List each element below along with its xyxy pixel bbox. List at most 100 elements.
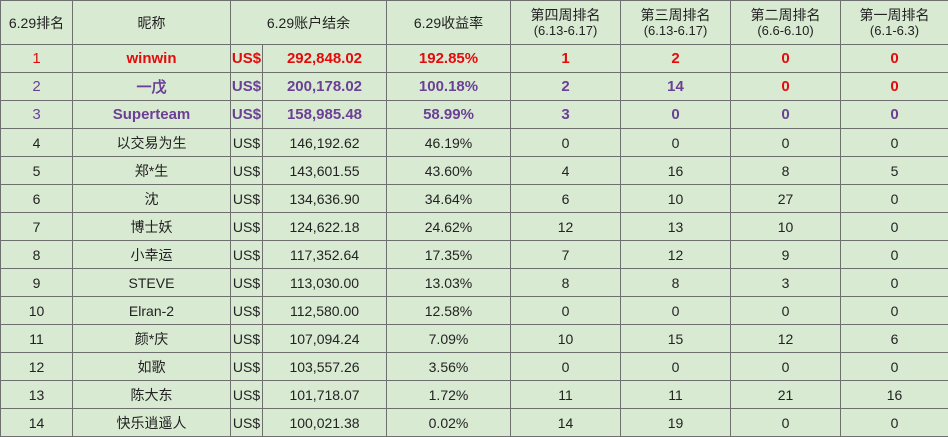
- week3-cell: 14: [621, 73, 731, 101]
- week4-cell: 7: [511, 241, 621, 269]
- week2-cell: 3: [731, 269, 841, 297]
- rank-cell: 14: [1, 409, 73, 437]
- currency-cell: US$: [231, 241, 263, 269]
- nickname-cell: 陈大东: [73, 381, 231, 409]
- table-row: 12 如歌 US$ 103,557.26 3.56% 0 0 0 0: [1, 353, 948, 381]
- balance-cell: 146,192.62: [263, 129, 387, 157]
- week3-cell: 11: [621, 381, 731, 409]
- currency-cell: US$: [231, 381, 263, 409]
- week4-cell: 14: [511, 409, 621, 437]
- week3-cell: 16: [621, 157, 731, 185]
- week2-cell: 0: [731, 353, 841, 381]
- week1-cell: 0: [841, 73, 948, 101]
- week3-cell: 0: [621, 353, 731, 381]
- header-nickname: 昵称: [73, 1, 231, 45]
- rank-cell: 1: [1, 45, 73, 73]
- header-week2: 第二周排名(6.6-6.10): [731, 1, 841, 45]
- week1-cell: 0: [841, 409, 948, 437]
- table-row: 7 博士妖 US$ 124,622.18 24.62% 12 13 10 0: [1, 213, 948, 241]
- week3-cell: 0: [621, 297, 731, 325]
- nickname-cell: 一戊: [73, 73, 231, 101]
- week2-cell: 0: [731, 101, 841, 129]
- header-row: 6.29排名 昵称 6.29账户结余 6.29收益率 第四周排名(6.13-6.…: [1, 1, 948, 45]
- header-rank: 6.29排名: [1, 1, 73, 45]
- week1-cell: 0: [841, 101, 948, 129]
- rank-cell: 8: [1, 241, 73, 269]
- currency-cell: US$: [231, 353, 263, 381]
- header-week4-range: (6.13-6.17): [511, 23, 620, 39]
- header-week3-range: (6.13-6.17): [621, 23, 730, 39]
- balance-cell: 124,622.18: [263, 213, 387, 241]
- balance-cell: 112,580.00: [263, 297, 387, 325]
- week3-cell: 0: [621, 101, 731, 129]
- header-week2-title: 第二周排名: [751, 7, 821, 23]
- header-week1-title: 第一周排名: [860, 7, 930, 23]
- return-cell: 100.18%: [387, 73, 511, 101]
- return-cell: 24.62%: [387, 213, 511, 241]
- header-week4: 第四周排名(6.13-6.17): [511, 1, 621, 45]
- rank-cell: 9: [1, 269, 73, 297]
- return-cell: 58.99%: [387, 101, 511, 129]
- nickname-cell: 郑*生: [73, 157, 231, 185]
- table-row: 2 一戊 US$ 200,178.02 100.18% 2 14 0 0: [1, 73, 948, 101]
- week2-cell: 0: [731, 45, 841, 73]
- balance-cell: 117,352.64: [263, 241, 387, 269]
- week2-cell: 9: [731, 241, 841, 269]
- week1-cell: 0: [841, 297, 948, 325]
- week2-cell: 0: [731, 409, 841, 437]
- week3-cell: 0: [621, 129, 731, 157]
- balance-cell: 200,178.02: [263, 73, 387, 101]
- nickname-cell: Elran-2: [73, 297, 231, 325]
- return-cell: 12.58%: [387, 297, 511, 325]
- week1-cell: 0: [841, 45, 948, 73]
- week1-cell: 0: [841, 353, 948, 381]
- rank-cell: 11: [1, 325, 73, 353]
- balance-cell: 292,848.02: [263, 45, 387, 73]
- currency-cell: US$: [231, 213, 263, 241]
- week2-cell: 0: [731, 73, 841, 101]
- return-cell: 3.56%: [387, 353, 511, 381]
- week3-cell: 13: [621, 213, 731, 241]
- header-week1-range: (6.1-6.3): [841, 23, 948, 39]
- table-row: 3 Superteam US$ 158,985.48 58.99% 3 0 0 …: [1, 101, 948, 129]
- return-cell: 17.35%: [387, 241, 511, 269]
- week1-cell: 0: [841, 129, 948, 157]
- week2-cell: 0: [731, 297, 841, 325]
- header-balance: 6.29账户结余: [231, 1, 387, 45]
- currency-cell: US$: [231, 157, 263, 185]
- week1-cell: 0: [841, 213, 948, 241]
- balance-cell: 107,094.24: [263, 325, 387, 353]
- header-return: 6.29收益率: [387, 1, 511, 45]
- week4-cell: 10: [511, 325, 621, 353]
- currency-cell: US$: [231, 409, 263, 437]
- nickname-cell: 博士妖: [73, 213, 231, 241]
- table-row: 1 winwin US$ 292,848.02 192.85% 1 2 0 0: [1, 45, 948, 73]
- currency-cell: US$: [231, 297, 263, 325]
- rank-cell: 10: [1, 297, 73, 325]
- currency-cell: US$: [231, 269, 263, 297]
- rank-cell: 3: [1, 101, 73, 129]
- week4-cell: 1: [511, 45, 621, 73]
- nickname-cell: 沈: [73, 185, 231, 213]
- return-cell: 192.85%: [387, 45, 511, 73]
- currency-cell: US$: [231, 45, 263, 73]
- currency-cell: US$: [231, 101, 263, 129]
- currency-cell: US$: [231, 73, 263, 101]
- week4-cell: 4: [511, 157, 621, 185]
- week3-cell: 12: [621, 241, 731, 269]
- return-cell: 1.72%: [387, 381, 511, 409]
- week4-cell: 12: [511, 213, 621, 241]
- rank-cell: 13: [1, 381, 73, 409]
- rank-cell: 2: [1, 73, 73, 101]
- return-cell: 43.60%: [387, 157, 511, 185]
- week4-cell: 0: [511, 129, 621, 157]
- table-row: 9 STEVE US$ 113,030.00 13.03% 8 8 3 0: [1, 269, 948, 297]
- week1-cell: 16: [841, 381, 948, 409]
- header-week3-title: 第三周排名: [641, 7, 711, 23]
- return-cell: 13.03%: [387, 269, 511, 297]
- nickname-cell: 小幸运: [73, 241, 231, 269]
- nickname-cell: 以交易为生: [73, 129, 231, 157]
- week2-cell: 12: [731, 325, 841, 353]
- week3-cell: 10: [621, 185, 731, 213]
